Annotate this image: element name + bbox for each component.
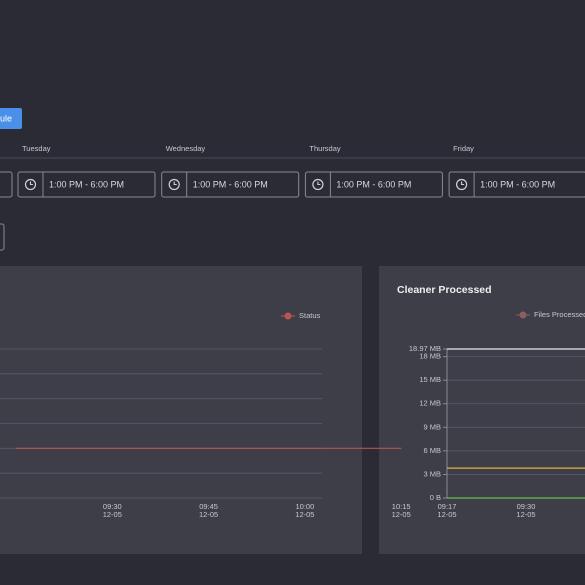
y-tick-label: 18 MB bbox=[419, 352, 441, 361]
time-value: 1:00 PM - 6:00 PM bbox=[336, 179, 411, 189]
time-value: 1:00 PM - 6:00 PM bbox=[49, 179, 124, 189]
clock-icon bbox=[24, 178, 37, 191]
clock-icon bbox=[456, 178, 468, 191]
x-tick-label: 09:17 bbox=[438, 502, 457, 511]
x-tick-date: 12-05 bbox=[199, 510, 218, 519]
x-tick-date: 12-05 bbox=[103, 510, 122, 519]
button[interactable] bbox=[0, 108, 22, 129]
day-label: Thursday bbox=[309, 144, 341, 153]
x-tick-label: 09:45 bbox=[199, 502, 218, 511]
day-label: Tuesday bbox=[22, 144, 51, 153]
y-tick-label: 12 MB bbox=[419, 399, 441, 408]
x-tick-date: 12-05 bbox=[516, 510, 535, 519]
x-tick-label: 10:15 bbox=[392, 502, 411, 511]
button-label: ule bbox=[0, 113, 12, 123]
x-tick-label: 09:30 bbox=[103, 502, 122, 511]
x-tick-label: 09:30 bbox=[517, 502, 536, 511]
y-tick-label: 6 MB bbox=[423, 446, 441, 455]
time-input[interactable] bbox=[304, 171, 443, 198]
time-value: 1:00 PM - 6:00 PM bbox=[480, 179, 555, 189]
day-label: Wednesday bbox=[166, 144, 206, 153]
panel bbox=[0, 266, 362, 554]
x-tick-date: 12-05 bbox=[295, 510, 314, 519]
legend-label: Status bbox=[299, 311, 321, 320]
clock-hands bbox=[317, 181, 321, 186]
y-tick-label: 0 B bbox=[430, 493, 441, 502]
chart-title: Cleaner Processed bbox=[397, 284, 492, 296]
time-value: 1:00 PM - 6:00 PM bbox=[193, 179, 268, 189]
clock-hands bbox=[461, 181, 465, 186]
y-tick-label: 3 MB bbox=[423, 469, 441, 478]
clock-hands bbox=[29, 181, 33, 186]
day-label: Friday bbox=[453, 144, 474, 153]
y-tick-label: 15 MB bbox=[419, 375, 441, 384]
time-input[interactable] bbox=[161, 171, 300, 198]
panel bbox=[379, 266, 585, 554]
x-tick-label: 10:00 bbox=[296, 502, 315, 511]
time-input[interactable] bbox=[0, 171, 13, 198]
legend-label: Files Processed bbox=[534, 310, 585, 319]
x-tick-date: 12-05 bbox=[392, 510, 411, 519]
clock-icon bbox=[312, 178, 324, 191]
x-tick-date: 12-05 bbox=[437, 510, 456, 519]
legend-marker bbox=[284, 312, 292, 320]
y-tick-label: 18.97 MB bbox=[409, 344, 441, 353]
legend-marker bbox=[519, 311, 527, 319]
time-input[interactable] bbox=[448, 171, 585, 198]
clock-hands bbox=[173, 181, 177, 186]
y-tick-label: 9 MB bbox=[423, 422, 441, 431]
clock-icon bbox=[168, 178, 180, 191]
input[interactable] bbox=[0, 223, 5, 251]
time-input[interactable] bbox=[17, 171, 156, 198]
